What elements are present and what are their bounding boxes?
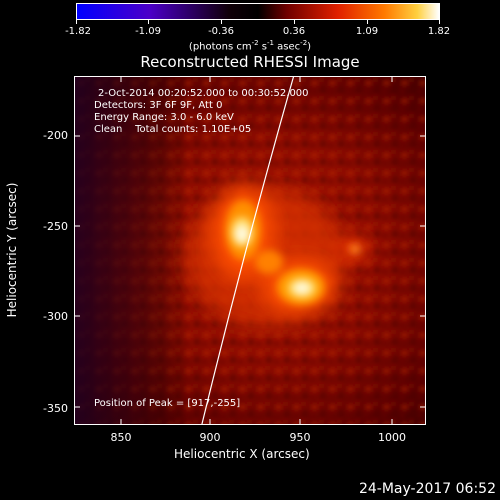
colorbar	[76, 3, 440, 20]
colorbar-tickmark	[294, 20, 295, 24]
x-tick-label: 900	[199, 431, 221, 444]
y-axis-label: Heliocentric Y (arcsec)	[5, 182, 19, 318]
image-plot	[74, 76, 426, 425]
y-tick-label: -250	[43, 220, 68, 233]
time-range-text: 2-Oct-2014 00:20:52.000 to 00:30:52.000	[98, 88, 309, 99]
energy-range-text: Energy Range: 3.0 - 6.0 keV	[94, 112, 234, 123]
colorbar-tickmark	[221, 20, 222, 24]
units-exponent: -2	[251, 39, 259, 47]
timestamp: 24-May-2017 06:52	[358, 481, 496, 497]
colorbar-tick-label: 1.09	[355, 26, 379, 37]
solar-limb-line	[201, 77, 295, 424]
colorbar-tickmark	[76, 20, 77, 24]
x-tick-label: 1000	[378, 431, 406, 444]
colorbar-tick-label: -1.09	[135, 26, 161, 37]
x-tick-label: 950	[289, 431, 311, 444]
y-tick-label: -300	[43, 310, 68, 323]
y-tick-label: -200	[43, 129, 68, 142]
y-tick-label: -350	[43, 402, 68, 415]
units-text: s	[258, 41, 268, 53]
units-text: asec	[274, 41, 301, 53]
units-exponent: -1	[267, 39, 274, 47]
x-axis-label: Heliocentric X (arcsec)	[174, 447, 310, 461]
units-text: )	[307, 41, 312, 53]
colorbar-tickmark	[367, 20, 368, 24]
units-exponent: -2	[300, 39, 308, 47]
colorbar-tick-label: -0.36	[208, 26, 234, 37]
rhessi-image	[75, 77, 425, 424]
colorbar-tick-label: -1.82	[65, 26, 91, 37]
colorbar-units: (photons cm-2 s-1 asec-2)	[0, 39, 500, 52]
x-tick-label: 850	[110, 431, 132, 444]
peak-position-text: Position of Peak = [917,-255]	[94, 398, 241, 409]
colorbar-tick-label: 0.36	[282, 26, 306, 37]
clean-counts-text: Clean Total counts: 1.10E+05	[94, 124, 252, 135]
units-text: (photons cm	[188, 41, 252, 53]
detectors-text: Detectors: 3F 6F 9F, Att 0	[94, 100, 223, 111]
colorbar-tickmark	[148, 20, 149, 24]
source-peaks	[231, 217, 361, 298]
colorbar-tick-label: 1.82	[427, 26, 451, 37]
image-title: Reconstructed RHESSI Image	[140, 53, 360, 71]
colorbar-tickmark	[439, 20, 440, 24]
